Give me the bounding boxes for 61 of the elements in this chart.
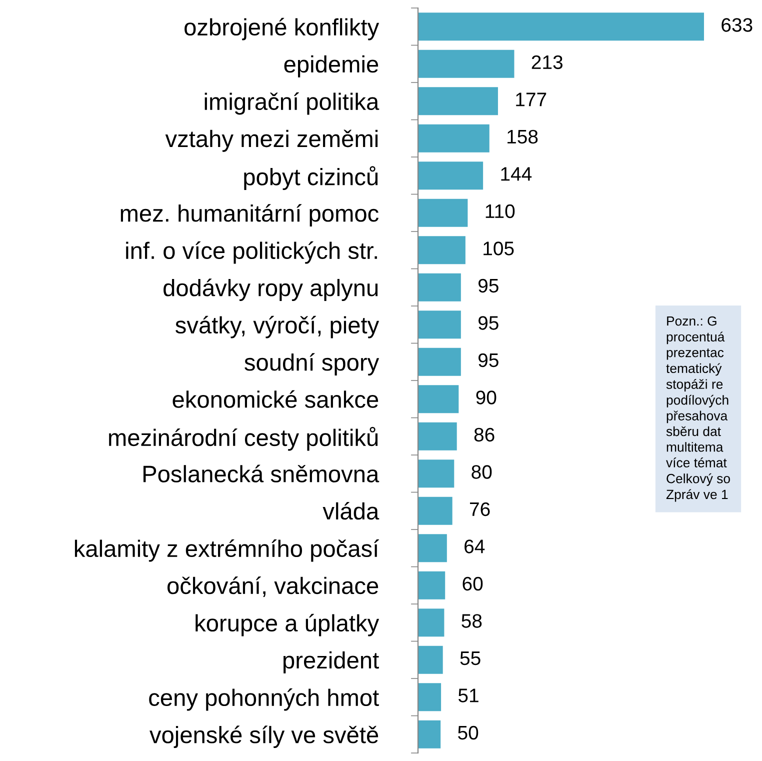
bar: [418, 273, 461, 302]
bar: [418, 422, 457, 450]
data-label: 60: [462, 576, 483, 591]
data-label: 90: [476, 390, 496, 404]
bar: [418, 571, 446, 600]
data-label: 95: [478, 316, 498, 330]
data-label: 51: [458, 688, 478, 702]
bar: [418, 534, 447, 562]
bar: [418, 683, 442, 712]
bar: [418, 646, 443, 674]
bar: [418, 348, 461, 376]
bar: [418, 385, 459, 414]
bar: [418, 496, 452, 525]
y-tick-label: korupce a úplatky: [196, 614, 380, 636]
y-tick-label: ceny pohonných hmot: [149, 688, 379, 711]
bar: [418, 310, 461, 339]
y-tick-label: ekonomické sankce: [172, 390, 378, 408]
y-tick-label: Poslanecká sněmovna: [144, 464, 380, 482]
data-label: 58: [462, 614, 482, 628]
y-tick-label: vztahy mezi zeměmi: [165, 130, 378, 152]
y-tick-label: dodávky ropy aplynu: [164, 278, 378, 301]
y-tick-label: epidemie: [284, 55, 378, 78]
data-label: 50: [458, 726, 478, 740]
bar: [418, 460, 454, 488]
y-tick-label: pobyt cizinců: [244, 166, 378, 190]
bar: [418, 12, 704, 41]
data-label: 144: [501, 167, 532, 181]
bar: [418, 608, 444, 637]
data-label: 213: [532, 55, 562, 70]
data-label: 158: [508, 130, 538, 144]
data-label: 86: [474, 428, 494, 442]
bar: [418, 720, 441, 748]
y-tick-label: svátky, výročí, piety: [176, 316, 380, 338]
y-tick-label: mez. humanitární pomoc: [120, 204, 379, 226]
bar: [418, 87, 498, 116]
data-label: 110: [486, 204, 515, 218]
data-label: 76: [470, 502, 490, 516]
y-tick-label: prezident: [284, 651, 379, 674]
data-label: 95: [478, 353, 498, 368]
data-label: 633: [722, 18, 752, 32]
bar: [418, 124, 490, 152]
data-label: 105: [484, 242, 514, 256]
y-tick-label: kalamity z extrémního počasí: [74, 539, 380, 562]
y-tick-label: ozbrojené konflikty: [184, 18, 380, 40]
data-label: 177: [516, 92, 546, 106]
y-tick-label: vojenské síly ve světě: [150, 726, 378, 748]
data-label: 64: [464, 540, 485, 554]
data-label: 95: [478, 278, 498, 293]
bar: [418, 198, 468, 227]
y-tick-label: mezinárodní cesty politiků: [109, 426, 378, 451]
bar: [418, 162, 484, 190]
y-tick-label: imigrační politika: [204, 92, 380, 115]
data-label: 80: [472, 465, 492, 479]
bar: [418, 50, 514, 78]
data-label: 55: [460, 652, 480, 666]
y-tick-label: vláda: [322, 502, 380, 520]
y-tick-label: očkování, vakcinace: [168, 576, 378, 597]
text: Pozn.: G procentuá prezentac tematický stopáži re podílových přesahova sběru dat multitema více témat Celkový so Zpráv ve 1: [666, 316, 730, 502]
y-tick-label: soudní spory: [244, 353, 380, 376]
y-tick-label: inf. o více politických str.: [126, 241, 377, 264]
bar: [418, 236, 466, 264]
